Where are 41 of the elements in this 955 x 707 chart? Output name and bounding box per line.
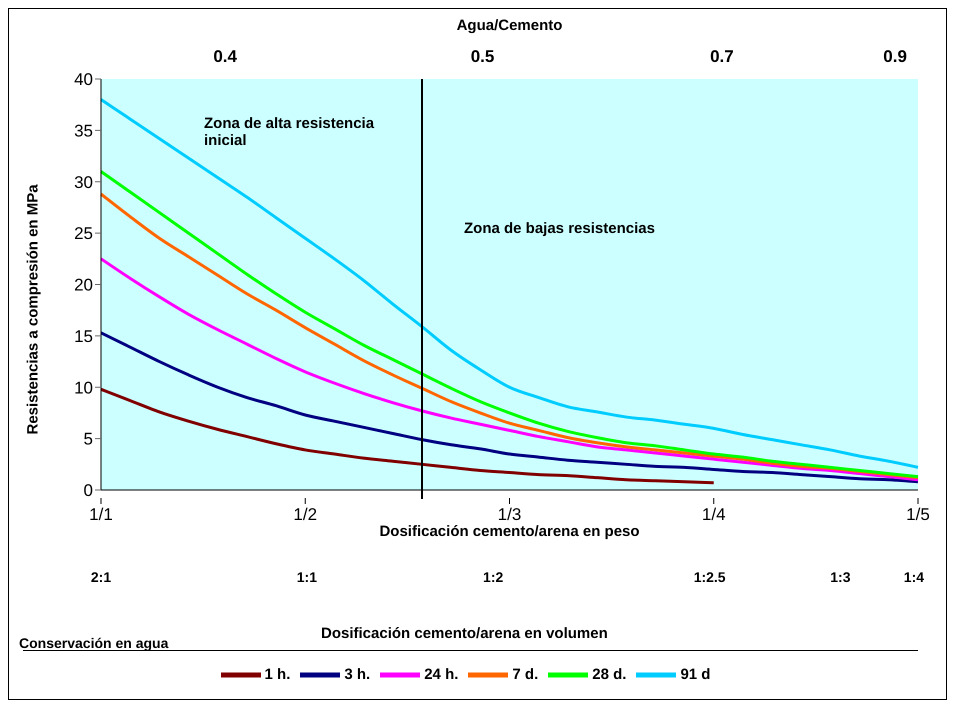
- y-axis-title: Resistencias a compresión en MPa: [24, 184, 42, 434]
- legend-label: 3 h.: [344, 666, 370, 683]
- text: 1:4: [902, 569, 926, 585]
- text: 1:2: [482, 569, 504, 585]
- text: 1:1: [296, 569, 318, 585]
- y-tick-label: 35: [74, 121, 93, 140]
- line-series: [100, 388, 716, 484]
- text: 1:2.5: [692, 569, 727, 585]
- x-axis-title: Dosificación cemento/arena en peso: [378, 523, 641, 540]
- x-tick-label: 1/5: [906, 505, 930, 524]
- y-tick-label: 5: [84, 430, 93, 449]
- legend-label: 28 d.: [592, 666, 626, 683]
- legend-label: 1 h.: [264, 666, 290, 683]
- x2-axis-title: Agua/Cemento: [456, 17, 564, 34]
- x-tick-label: 1/2: [293, 505, 318, 524]
- x-tick-label: 1/4: [702, 505, 726, 524]
- annotation: Zona de bajas resistencias: [464, 220, 656, 237]
- line-series: [100, 257, 920, 482]
- text: 0.5: [470, 47, 496, 67]
- annotation: Zona de alta resistencia inicial: [204, 115, 376, 149]
- y-tick-label: 20: [74, 276, 93, 295]
- y-tick-label: 25: [74, 224, 93, 244]
- y-tick-label: 0: [84, 481, 93, 500]
- x-tick-label: 1/3: [498, 505, 522, 524]
- y-tick-label: 15: [74, 326, 93, 346]
- legend-label: 91 d: [680, 666, 710, 683]
- y-tick-label: 40: [74, 70, 93, 90]
- text: 1:3: [829, 569, 852, 585]
- legend-label: 7 d.: [512, 666, 538, 683]
- text: 0.9: [882, 47, 908, 67]
- line-series: [100, 331, 920, 484]
- text: 0.7: [709, 47, 735, 67]
- x-tick-label: 1/1: [89, 505, 113, 524]
- line-series: [100, 98, 920, 469]
- text: Conservación en agua: [19, 635, 170, 651]
- text: 0.4: [212, 47, 238, 67]
- text: 2:1: [90, 569, 112, 585]
- y-tick-label: 30: [74, 172, 93, 192]
- text: Dosificación cemento/arena en volumen: [321, 625, 609, 642]
- y-tick-label: 10: [74, 378, 93, 398]
- legend-label: 24 h.: [424, 666, 458, 683]
